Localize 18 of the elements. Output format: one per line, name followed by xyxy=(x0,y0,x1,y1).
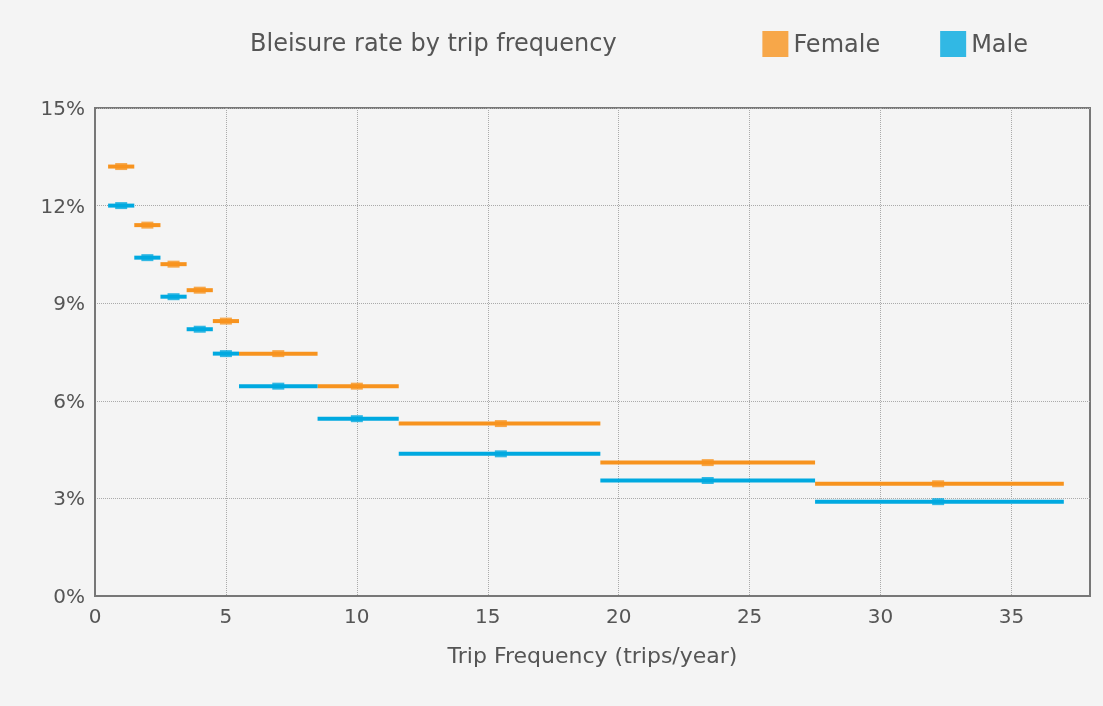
x-tick-label: 20 xyxy=(605,604,632,628)
x-axis-title: Trip Frequency (trips/year) xyxy=(446,642,738,668)
y-tick-label: 3% xyxy=(53,486,85,511)
y-tick-label: 9% xyxy=(53,291,85,316)
x-tick-label: 15 xyxy=(475,604,501,628)
legend-label: Male xyxy=(971,30,1029,58)
legend-label: Female xyxy=(793,30,881,58)
y-tick-label: 15% xyxy=(40,96,85,120)
x-tick-label: 10 xyxy=(344,604,370,628)
x-tick-label: 5 xyxy=(219,604,233,628)
x-tick-label: 0 xyxy=(88,604,102,628)
x-tick-label: 35 xyxy=(998,604,1025,628)
y-tick-label: 0% xyxy=(53,584,85,608)
x-tick-label: 30 xyxy=(867,604,894,628)
x-tick-label: 25 xyxy=(736,604,763,628)
y-tick-label: 12% xyxy=(40,193,85,218)
chart-title: Bleisure rate by trip frequency xyxy=(250,29,617,57)
y-tick-label: 6% xyxy=(53,388,85,413)
